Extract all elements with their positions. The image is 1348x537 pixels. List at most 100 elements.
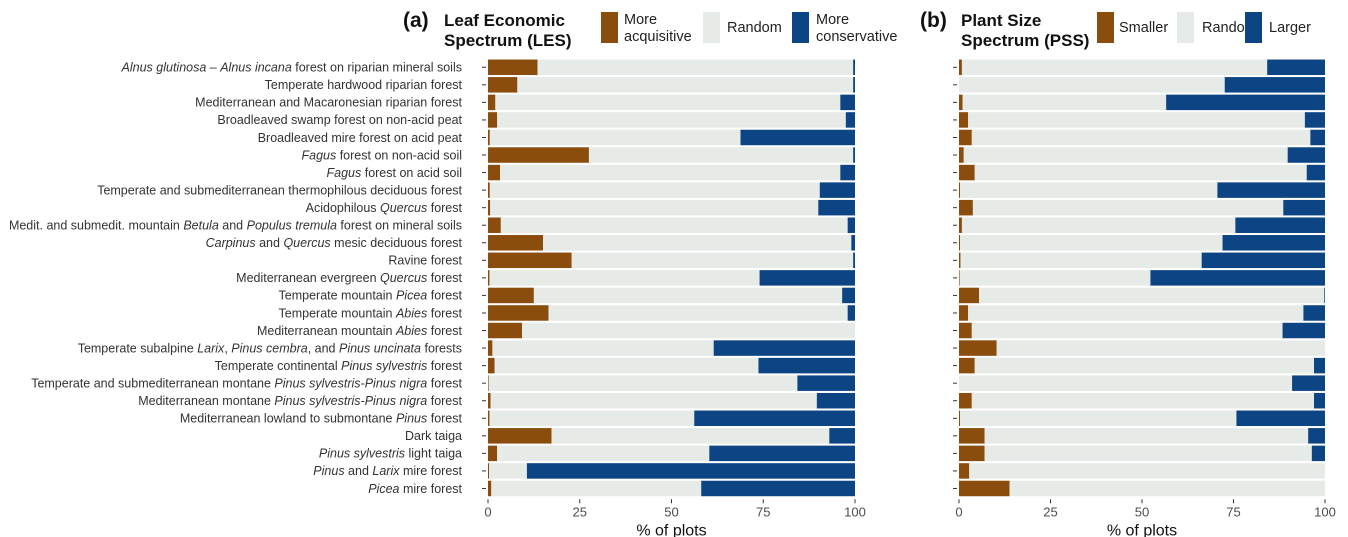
bar-segment-mid: [979, 287, 1325, 304]
legend-swatch-low: [601, 12, 618, 43]
legend-swatch-high: [792, 12, 809, 43]
bar-segment-mid: [489, 182, 820, 198]
bar-segment-high: [1267, 59, 1325, 76]
bar-segment-low: [488, 77, 518, 93]
bar-segment-mid: [960, 252, 1202, 269]
bar-segment-low: [488, 340, 493, 356]
panel-title-line: Spectrum (PSS): [961, 31, 1089, 50]
bar-segment-mid: [962, 94, 1167, 111]
bar-segment-high: [853, 147, 855, 163]
bar-segment-mid: [490, 199, 819, 216]
bar-segment-high: [1235, 217, 1325, 233]
bar-segment-mid: [971, 322, 1283, 339]
bar-segment-low: [959, 340, 997, 356]
bar-segment-high: [1201, 252, 1325, 269]
bar-segment-low: [959, 112, 969, 128]
bar-segment-high: [1314, 392, 1325, 409]
bar-segment-high: [842, 287, 855, 304]
bar-segment-mid: [959, 270, 1151, 286]
bar-segment-mid: [961, 59, 1268, 76]
bar-segment-high: [829, 428, 855, 444]
bar-segment-low: [959, 392, 972, 409]
bar-segment-low: [488, 357, 495, 374]
bar-segment-mid: [996, 340, 1325, 356]
bar-segment-high: [1222, 235, 1325, 251]
panel-title-line: Plant Size: [961, 11, 1041, 30]
bar-segment-low: [488, 305, 549, 321]
panel-title-line: Leaf Economic: [444, 11, 565, 30]
category-label: Temperate subalpine Larix, Pinus cembra,…: [78, 341, 462, 355]
bar-segment-high: [1306, 164, 1325, 181]
bar-segment-low: [488, 287, 534, 304]
bar-segment-high: [1292, 375, 1325, 391]
bar-segment-mid: [1009, 480, 1325, 497]
bar-segment-mid: [984, 428, 1309, 444]
bar-segment-mid: [489, 129, 741, 146]
bar-segment-high: [709, 445, 855, 462]
bar-segment-low: [959, 59, 962, 76]
bar-segment-high: [1282, 322, 1325, 339]
bar-segment-high: [1303, 305, 1325, 321]
bar-segment-high: [845, 112, 855, 128]
category-labels: Alnus glutinosa – Alnus incana forest on…: [9, 61, 463, 496]
bar-segment-mid: [968, 112, 1305, 128]
bar-segment-high: [816, 392, 855, 409]
bar-segment-low: [488, 59, 538, 76]
bar-segment-high: [853, 252, 855, 269]
bar-segment-mid: [497, 112, 846, 128]
bar-segment-mid: [961, 217, 1236, 233]
category-label: Temperate and submediterranean montane P…: [31, 376, 462, 390]
bar-segment-low: [959, 270, 960, 286]
bar-segment-mid: [963, 147, 1288, 163]
bar-segment-mid: [488, 375, 798, 391]
bar-segment-low: [959, 94, 963, 111]
bar-segment-mid: [492, 340, 714, 356]
bar-segment-mid: [500, 164, 841, 181]
category-label: Temperate mountain Picea forest: [279, 289, 463, 303]
bar-segment-mid: [543, 235, 852, 251]
bar-segment-mid: [960, 235, 1223, 251]
bar-segment-low: [488, 235, 544, 251]
category-label: Broadleaved swamp forest on non-acid pea…: [217, 113, 462, 127]
bar-segment-high: [758, 357, 855, 374]
category-label: Fagus forest on acid soil: [327, 166, 463, 180]
legend-label-low: Smaller: [1119, 20, 1168, 36]
bar-segment-low: [959, 129, 972, 146]
bar-segment-mid: [551, 428, 830, 444]
category-label: Fagus forest on non-acid soil: [301, 148, 462, 162]
bar-segment-low: [488, 428, 552, 444]
legend-label-high: More: [816, 12, 849, 28]
bar-segment-low: [488, 392, 491, 409]
bar-segment-high: [1304, 112, 1325, 128]
category-label: Alnus glutinosa – Alnus incana forest on…: [121, 61, 462, 75]
bar-segment-mid: [968, 305, 1304, 321]
bar-segment-low: [488, 112, 498, 128]
category-label: Mediterranean evergreen Quercus forest: [236, 271, 462, 285]
bar-segment-mid: [971, 392, 1315, 409]
bar-segment-mid: [974, 357, 1315, 374]
bar-segment-low: [959, 305, 969, 321]
bar-segment-high: [1308, 428, 1325, 444]
bar-segment-high: [526, 463, 855, 479]
category-label: Carpinus and Quercus mesic deciduous for…: [206, 236, 463, 250]
category-label: Pinus and Larix mire forest: [313, 464, 462, 478]
panel-b-pss: 0 25 50 75 100 % of plots (b) Plant SizeSpectru…: [920, 9, 1336, 537]
bar-segment-low: [959, 217, 962, 233]
bar-segment-low: [959, 252, 961, 269]
legend-label-high: conservative: [816, 29, 897, 45]
bar-segment-mid: [500, 217, 848, 233]
bar-segment-low: [959, 357, 975, 374]
bar-segment-mid: [960, 182, 1218, 198]
bar-segment-mid: [984, 445, 1312, 462]
category-label: Acidophilous Quercus forest: [306, 201, 463, 215]
bar-segment-low: [488, 375, 489, 391]
bar-segment-low: [959, 410, 961, 427]
bar-segment-low: [488, 445, 498, 462]
bar-segment-mid: [517, 77, 854, 93]
x-tick-label: 100: [844, 504, 866, 519]
legend-swatch-mid: [703, 12, 720, 43]
bar-segment-high: [740, 129, 855, 146]
bar-segment-mid: [960, 410, 1237, 427]
bar-segment-low: [959, 182, 961, 198]
x-tick-label: 25: [1043, 504, 1057, 519]
